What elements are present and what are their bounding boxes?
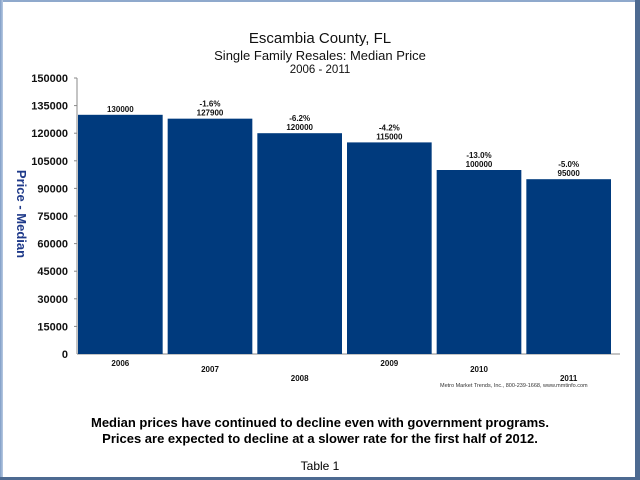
change-label-2009: -4.2% (379, 123, 400, 132)
change-label-2011: -5.0% (558, 160, 579, 169)
y-tick-label: 75000 (37, 211, 68, 223)
value-label-2009: 115000 (376, 132, 403, 141)
value-label-2011: 95000 (558, 169, 581, 178)
slide-frame-left (0, 0, 3, 480)
caption-line-2: Prices are expected to decline at a slow… (102, 431, 538, 446)
bar-chart: 0 15000 30000 45000 60000 75000 90000 105000 120… (31, 73, 620, 383)
y-tick-label: 15000 (37, 321, 68, 333)
y-tick-label: 135000 (31, 101, 68, 113)
y-tick-label: 45000 (37, 266, 68, 278)
bar-2010 (436, 170, 522, 354)
x-tick-label-2006: 2006 (111, 359, 129, 368)
chart-title: Escambia County, FL (248, 30, 392, 47)
slide-frame-right (635, 0, 640, 480)
y-tick-label: 150000 (31, 73, 68, 85)
value-label-2006: 130000 (107, 105, 134, 114)
source-credit: Metro Market Trends, Inc., 800-239-1668,… (440, 383, 588, 389)
value-label-2008: 120000 (286, 123, 313, 132)
y-tick-label: 30000 (37, 294, 68, 306)
chart-period: 2006 - 2011 (289, 64, 351, 76)
change-label-2007: -1.6% (200, 100, 221, 109)
x-tick-label-2008: 2008 (291, 374, 309, 383)
y-tick-label: 120000 (31, 128, 68, 140)
y-tick-label: 105000 (31, 156, 68, 168)
x-tick-label-2009: 2009 (380, 359, 398, 368)
y-tick-label: 0 (62, 349, 68, 361)
slide-frame-top (0, 0, 640, 2)
caption-line-1: Median prices have continued to decline … (91, 415, 549, 430)
y-axis-label: Price - Median (14, 169, 29, 259)
slide-frame-bottom (0, 477, 640, 480)
x-tick-label-2010: 2010 (470, 365, 488, 374)
x-tick-label-2007: 2007 (201, 365, 219, 374)
bar-2011 (526, 179, 611, 354)
y-tick-label: 90000 (37, 183, 68, 195)
bar-2006 (78, 114, 163, 354)
y-tick-label: 60000 (37, 239, 68, 251)
change-label-2010: -13.0% (466, 151, 491, 160)
bar-2007 (167, 118, 253, 354)
value-label-2010: 100000 (466, 160, 493, 169)
bar-2008 (257, 133, 342, 354)
x-tick-label-2011: 2011 (560, 374, 578, 383)
value-label-2007: 127900 (197, 109, 224, 118)
change-label-2008: -6.2% (289, 114, 310, 123)
bar-2009 (347, 142, 432, 354)
table-label: Table 1 (300, 459, 340, 473)
chart-subtitle: Single Family Resales: Median Price (214, 48, 426, 63)
